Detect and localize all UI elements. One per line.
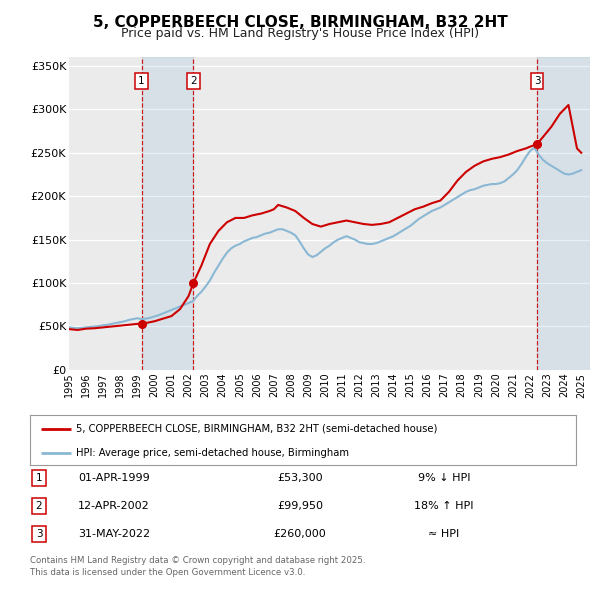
Text: £99,950: £99,950 bbox=[277, 501, 323, 511]
Bar bbox=[537, 57, 590, 370]
Text: 01-APR-1999: 01-APR-1999 bbox=[78, 473, 150, 483]
Text: 9% ↓ HPI: 9% ↓ HPI bbox=[418, 473, 470, 483]
Text: 2: 2 bbox=[190, 76, 197, 86]
Text: 1: 1 bbox=[35, 473, 43, 483]
Text: HPI: Average price, semi-detached house, Birmingham: HPI: Average price, semi-detached house,… bbox=[76, 447, 349, 457]
Text: 3: 3 bbox=[35, 529, 43, 539]
Bar bbox=[142, 57, 193, 370]
Text: 18% ↑ HPI: 18% ↑ HPI bbox=[414, 501, 474, 511]
Text: 3: 3 bbox=[534, 76, 541, 86]
Text: Contains HM Land Registry data © Crown copyright and database right 2025.
This d: Contains HM Land Registry data © Crown c… bbox=[30, 556, 365, 577]
Text: 5, COPPERBEECH CLOSE, BIRMINGHAM, B32 2HT: 5, COPPERBEECH CLOSE, BIRMINGHAM, B32 2H… bbox=[92, 15, 508, 30]
Text: 2: 2 bbox=[35, 501, 43, 511]
Text: 12-APR-2002: 12-APR-2002 bbox=[78, 501, 150, 511]
Text: 5, COPPERBEECH CLOSE, BIRMINGHAM, B32 2HT (semi-detached house): 5, COPPERBEECH CLOSE, BIRMINGHAM, B32 2H… bbox=[76, 424, 438, 434]
Text: 1: 1 bbox=[138, 76, 145, 86]
Text: £260,000: £260,000 bbox=[274, 529, 326, 539]
Text: ≈ HPI: ≈ HPI bbox=[428, 529, 460, 539]
Text: £53,300: £53,300 bbox=[277, 473, 323, 483]
Text: 31-MAY-2022: 31-MAY-2022 bbox=[78, 529, 150, 539]
Text: Price paid vs. HM Land Registry's House Price Index (HPI): Price paid vs. HM Land Registry's House … bbox=[121, 27, 479, 40]
